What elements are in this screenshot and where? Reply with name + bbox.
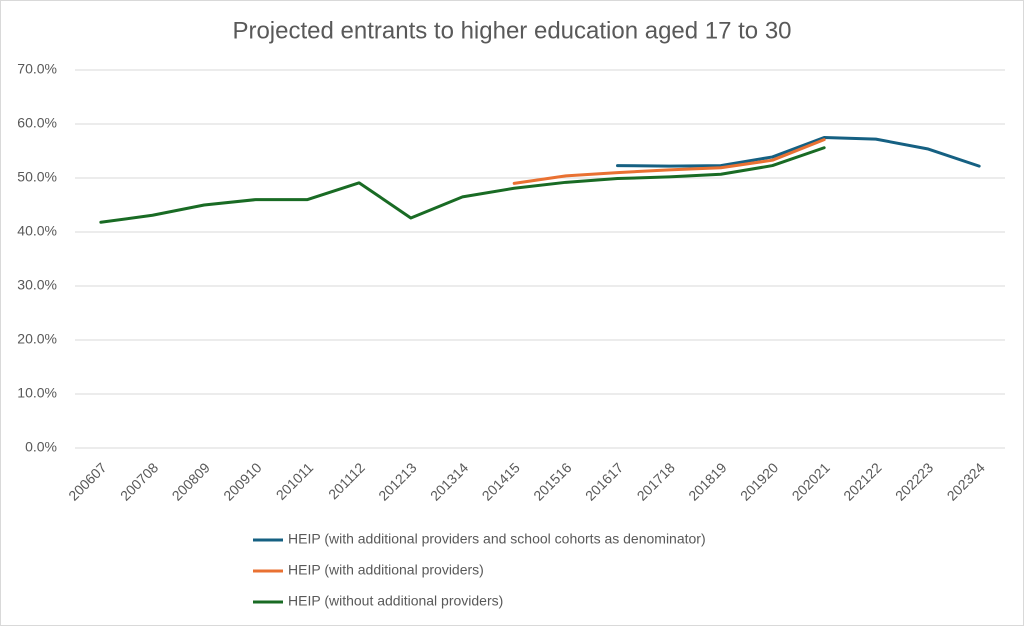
y-tick-label: 0.0% — [25, 439, 57, 455]
y-tick-label: 70.0% — [17, 61, 57, 77]
y-tick-label: 20.0% — [17, 331, 57, 347]
y-tick-label: 60.0% — [17, 115, 57, 131]
legend-label: HEIP (with additional providers) — [288, 562, 484, 578]
legend-label: HEIP (without additional providers) — [288, 593, 503, 609]
legend-label: HEIP (with additional providers and scho… — [288, 531, 706, 547]
y-tick-label: 10.0% — [17, 385, 57, 401]
chart-title: Projected entrants to higher education a… — [232, 17, 791, 44]
series-line — [616, 136, 981, 168]
series-line — [512, 138, 826, 185]
series-line — [99, 146, 826, 224]
y-tick-label: 30.0% — [17, 277, 57, 293]
y-tick-label: 40.0% — [17, 223, 57, 239]
y-tick-label: 50.0% — [17, 169, 57, 185]
